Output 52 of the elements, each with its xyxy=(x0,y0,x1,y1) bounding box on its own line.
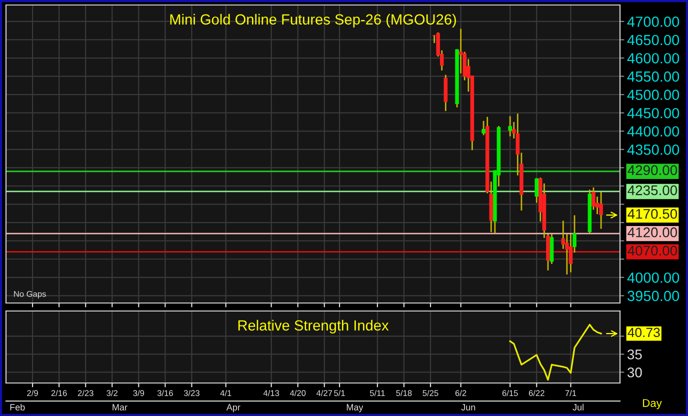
x-tick-label: 5/1 xyxy=(334,390,345,396)
x-tick-label: 6/15 xyxy=(502,390,518,396)
annotation: No Gaps xyxy=(14,290,46,299)
ref-line-label: 4235.00 xyxy=(628,185,678,196)
x-tick-label: 4/1 xyxy=(220,390,232,396)
ref-line-label: 4290.00 xyxy=(628,165,678,176)
text: Day xyxy=(643,399,662,410)
y-tick-label: 4650.00 xyxy=(627,34,680,46)
candlestick xyxy=(482,120,486,136)
x-tick-label: 2/16 xyxy=(51,390,67,396)
line-series xyxy=(509,324,602,381)
x-tick-label: 2/9 xyxy=(27,390,38,396)
x-tick-label: 6/2 xyxy=(455,390,466,396)
y-tick-label: 4400.00 xyxy=(627,126,680,137)
annotation: 40.73 xyxy=(628,328,660,338)
x-tick-label: 3/9 xyxy=(133,390,144,396)
x2-tick-label: May xyxy=(346,404,364,412)
x-tick-label: 5/25 xyxy=(422,390,438,396)
annotation: 4170.50 xyxy=(628,208,678,219)
x2-tick-label: Jun xyxy=(461,404,476,410)
ref-line-label: 4120.00 xyxy=(628,227,678,238)
y-tick-label: 4350.00 xyxy=(627,144,680,155)
x-tick-label: 5/18 xyxy=(396,390,412,396)
y-tick-label: 35 xyxy=(627,350,642,360)
x-tick-label: 4/27 xyxy=(316,390,332,396)
text: Mini Gold Online Futures Sep-26 (MGOU26) xyxy=(170,14,456,28)
x-tick-label: 5/11 xyxy=(370,390,385,396)
x2-tick-label: Feb xyxy=(10,404,25,410)
y-tick-label: 4000.00 xyxy=(627,272,680,283)
x-tick-label: 2/23 xyxy=(78,390,94,396)
y-tick-label: 3950.00 xyxy=(628,290,680,302)
x-tick-label: 3/2 xyxy=(106,390,118,396)
candlestick xyxy=(508,115,512,137)
y-tick-label: 4700.00 xyxy=(627,16,680,27)
x-tick-label: 7/1 xyxy=(565,390,576,396)
candlestick xyxy=(599,191,603,230)
x-tick-label: 6/22 xyxy=(528,390,544,396)
y-tick-label: 4450.00 xyxy=(627,108,680,118)
y-tick-label: 4500.00 xyxy=(627,90,680,100)
y-tick-label: 4550.00 xyxy=(627,71,680,82)
x-tick-label: 3/23 xyxy=(184,390,200,396)
x2-tick-label: Jul xyxy=(572,404,584,410)
x-tick-label: 4/13 xyxy=(263,390,280,396)
y-tick-label: 30 xyxy=(627,368,642,378)
x-tick-label: 3/16 xyxy=(157,390,173,396)
candlestick xyxy=(534,178,539,204)
x-tick-label: 4/20 xyxy=(290,390,306,396)
y-tick-label: 4600.00 xyxy=(627,53,680,64)
x2-tick-label: Mar xyxy=(112,404,128,410)
ref-line-label: 4070.00 xyxy=(628,246,678,256)
text: Relative Strength Index xyxy=(238,320,389,334)
x2-tick-label: Apr xyxy=(226,404,240,412)
